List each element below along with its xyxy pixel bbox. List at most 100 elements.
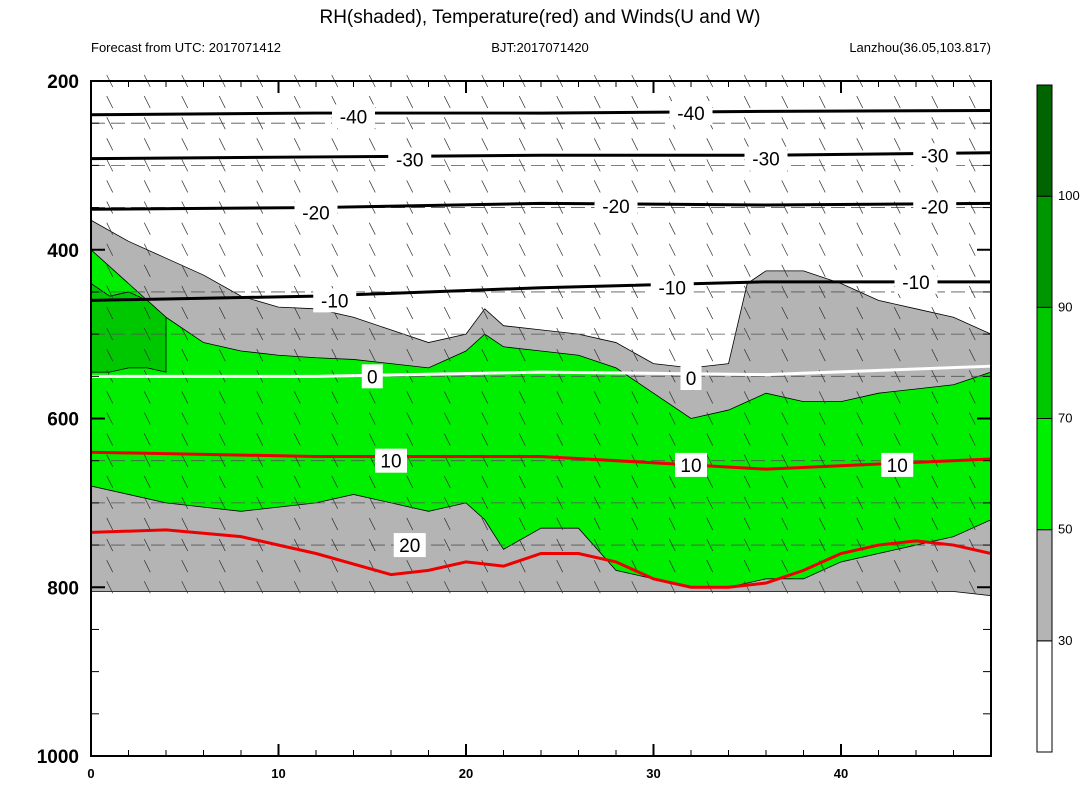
wind-barb: [143, 475, 151, 488]
wind-barb: [368, 222, 376, 235]
wind-barb: [143, 412, 151, 425]
wind-barb: [818, 517, 826, 531]
wind-barb: [218, 454, 226, 467]
wind-barb: [743, 391, 751, 404]
wind-barb: [931, 496, 939, 510]
wind-barb: [443, 349, 451, 362]
wind-barb: [331, 581, 339, 594]
wind-barb: [181, 412, 189, 425]
wind-barb: [406, 201, 414, 214]
wind-barb: [218, 391, 226, 404]
wind-barb: [818, 496, 826, 510]
colorbar-tick-label: 100: [1058, 188, 1080, 203]
wind-barb: [668, 412, 676, 425]
wind-barb: [293, 517, 301, 531]
wind-barb: [368, 264, 376, 278]
wind-barb: [518, 180, 526, 193]
wind-barb: [593, 180, 601, 193]
wind-barb: [781, 581, 789, 594]
wind-barb: [518, 349, 526, 362]
wind-barb: [631, 581, 639, 594]
colorbar-segment: [1036, 195, 1053, 308]
wind-barb: [368, 538, 376, 552]
wind-barb: [106, 306, 114, 320]
wind-barb: [256, 159, 264, 172]
wind-barb: [331, 517, 339, 531]
wind-barb: [931, 117, 939, 130]
wind-barb: [856, 159, 864, 172]
wind-barb: [406, 433, 414, 446]
wind-barb: [668, 349, 676, 362]
contour-label: 10: [380, 452, 401, 473]
y-tick-label: 1000: [37, 747, 79, 768]
wind-barb: [481, 306, 489, 320]
wind-barb: [106, 349, 114, 362]
colorbar-segment: [1036, 418, 1053, 531]
wind-barb: [518, 159, 526, 172]
contour-label-box: [594, 193, 638, 218]
wind-barb: [218, 306, 226, 320]
wind-barb: [368, 475, 376, 488]
wind-barb: [443, 370, 451, 383]
wind-barb: [143, 581, 151, 594]
wind-barb: [106, 180, 114, 193]
wind-barb: [668, 138, 676, 151]
wind-barb: [368, 159, 376, 172]
wind-barb: [668, 222, 676, 235]
wind-barb: [406, 243, 414, 256]
contour-label-box: [894, 269, 938, 294]
wind-barb: [893, 475, 901, 488]
wind-barb: [181, 538, 189, 552]
wind-barb: [106, 496, 114, 510]
wind-barb: [631, 517, 639, 531]
wind-barb: [818, 433, 826, 446]
contour-label-box: [361, 364, 383, 389]
contour-label-box: [680, 366, 702, 390]
wind-barb: [593, 496, 601, 510]
wind-barb: [406, 475, 414, 488]
contour-label: -40: [340, 107, 367, 128]
wind-barb: [781, 412, 789, 425]
wind-barb: [443, 95, 451, 109]
wind-barb: [106, 117, 114, 130]
wind-barb: [143, 95, 151, 109]
wind-barb: [743, 538, 751, 552]
wind-barb: [368, 138, 376, 151]
wind-barb: [181, 222, 189, 235]
wind-barb: [481, 285, 489, 299]
wind-barb: [631, 412, 639, 425]
wind-barb: [856, 559, 864, 573]
wind-barb: [218, 517, 226, 531]
wind-barb: [856, 412, 864, 425]
wind-barb: [406, 349, 414, 362]
wind-barb: [631, 433, 639, 446]
wind-barb: [293, 391, 301, 404]
wind-barb: [518, 138, 526, 151]
wind-barb: [218, 433, 226, 446]
wind-barb: [593, 117, 601, 130]
contour-label-box: [669, 101, 713, 126]
contour-label-box: [332, 104, 375, 129]
wind-barb: [593, 538, 601, 552]
wind-barb: [968, 264, 976, 278]
wind-barb: [968, 412, 976, 425]
wind-barb: [518, 391, 526, 404]
wind-barb: [556, 475, 564, 488]
contour-label-box: [913, 143, 957, 168]
wind-barb: [218, 412, 226, 425]
wind-barb: [481, 95, 489, 109]
wind-barb: [106, 285, 114, 299]
wind-barb: [443, 327, 451, 341]
wind-barb: [181, 95, 189, 109]
wind-barb: [518, 327, 526, 341]
wind-barb: [668, 327, 676, 341]
wind-barb: [856, 95, 864, 109]
wind-barb: [631, 159, 639, 172]
contour-label: 10: [680, 456, 701, 477]
wind-barb: [631, 496, 639, 510]
wind-barb: [743, 285, 751, 299]
wind-barb: [106, 391, 114, 404]
wind-barb: [593, 138, 601, 151]
temp-contour-20: [90, 528, 992, 589]
wind-barb: [218, 285, 226, 299]
